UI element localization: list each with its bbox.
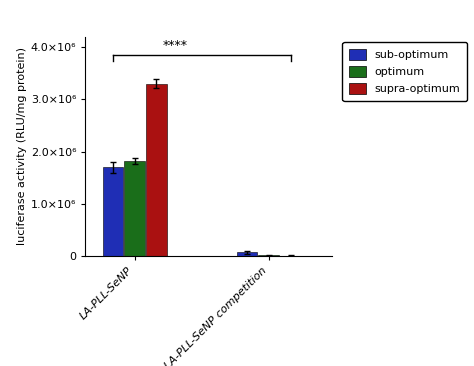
Y-axis label: luciferase activity (RLU/mg protein): luciferase activity (RLU/mg protein) [17,48,27,245]
Bar [237,252,257,256]
Bar [146,84,167,256]
Bar [280,255,301,256]
Bar [124,161,145,256]
Legend: sub-optimum, optimum, supra-optimum: sub-optimum, optimum, supra-optimum [342,42,467,101]
Text: ****: **** [163,39,188,52]
Bar [102,167,123,256]
Bar [258,255,279,256]
